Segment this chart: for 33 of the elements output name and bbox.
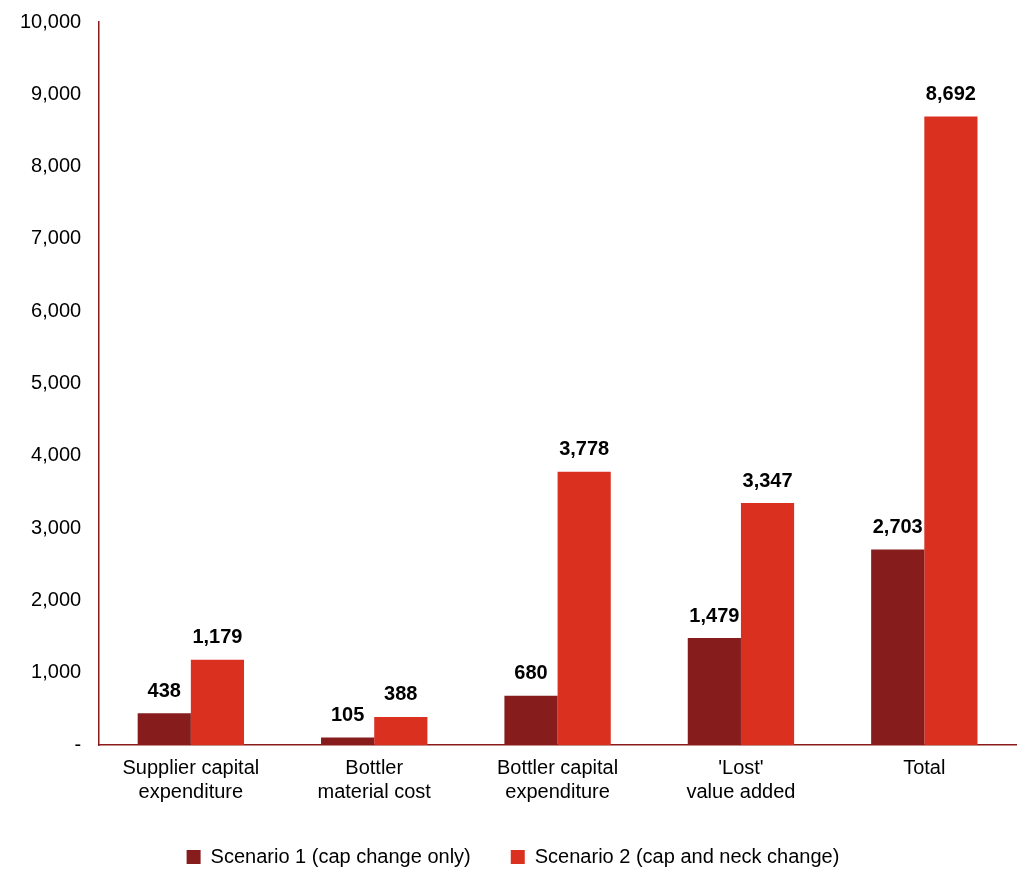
y-tick-label: 5,000 [31, 371, 82, 394]
y-tick-label: 2,000 [31, 587, 82, 610]
data-label: 8,692 [925, 82, 976, 105]
y-tick-label: 4,000 [31, 443, 82, 466]
data-label: 1,179 [192, 625, 243, 648]
bar [374, 716, 428, 745]
data-label: 2,703 [872, 515, 923, 538]
legend-label: Scenario 1 (cap change only) [210, 844, 471, 867]
y-tick-label: - [74, 732, 82, 755]
x-tick-label: Supplier capital expenditure [122, 755, 260, 802]
x-tick-label: Total [903, 755, 946, 778]
x-tick-label: Bottler material cost [317, 755, 432, 802]
bar [557, 471, 611, 745]
data-label: 3,778 [559, 437, 610, 460]
bar [924, 116, 978, 745]
data-label: 438 [147, 678, 181, 701]
data-label: 388 [384, 682, 418, 705]
y-tick-label: 8,000 [31, 154, 82, 177]
x-tick-label: 'Lost' value added [686, 755, 796, 802]
data-label: 3,347 [742, 468, 793, 491]
y-tick-label: 7,000 [31, 226, 82, 249]
data-label: 105 [330, 702, 365, 725]
y-tick-label: 1,000 [31, 660, 82, 683]
y-tick-label: 10,000 [20, 9, 82, 32]
legend-label: Scenario 2 (cap and neck change) [534, 844, 840, 867]
x-tick-label: Bottler capital expenditure [497, 755, 619, 802]
bar [190, 659, 245, 745]
bar [740, 503, 795, 745]
data-label: 1,479 [689, 603, 740, 626]
y-tick-label: 3,000 [31, 515, 82, 538]
data-label: 680 [514, 661, 548, 684]
y-tick-label: 6,000 [31, 298, 82, 321]
y-tick-label: 9,000 [31, 81, 82, 104]
